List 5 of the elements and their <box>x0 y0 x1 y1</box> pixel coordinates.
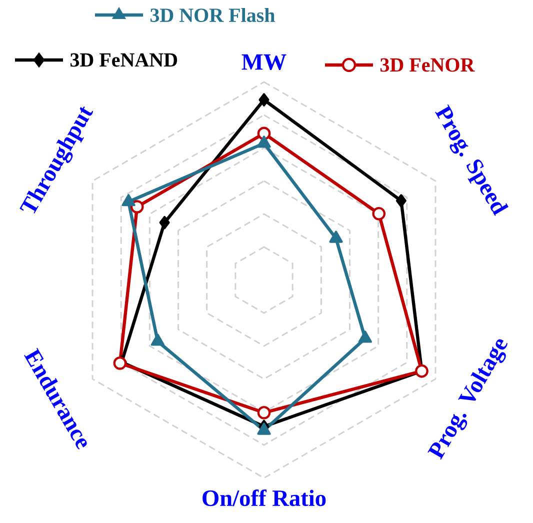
spoke-label: MW <box>242 54 286 70</box>
legend-label: 3D FeNAND <box>70 53 178 67</box>
legend-label: 3D FeNOR <box>380 58 475 72</box>
legend-label: 3D NOR Flash <box>150 8 275 22</box>
spoke-label: On/off Ratio <box>202 489 326 506</box>
